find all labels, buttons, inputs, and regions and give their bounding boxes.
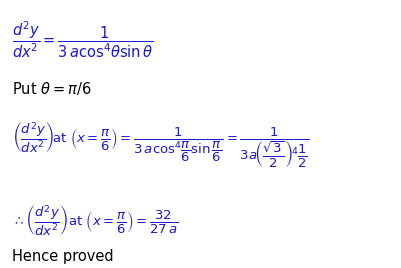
Text: Put $\theta = \pi/6$: Put $\theta = \pi/6$ (12, 80, 91, 97)
Text: $\left(\dfrac{d^2y}{dx^2}\right)\!$at $\left(x = \dfrac{\pi}{6}\right) = \dfrac{: $\left(\dfrac{d^2y}{dx^2}\right)\!$at $\… (12, 121, 309, 170)
Text: $\dfrac{d^2y}{dx^2} = \dfrac{1}{3\,a\cos^4\!\theta\sin\theta}$: $\dfrac{d^2y}{dx^2} = \dfrac{1}{3\,a\cos… (12, 19, 153, 60)
Text: $\therefore\left(\dfrac{d^2y}{dx^2}\right)$at $\left(x = \dfrac{\pi}{6}\right) =: $\therefore\left(\dfrac{d^2y}{dx^2}\righ… (12, 204, 178, 238)
Text: Hence proved: Hence proved (12, 249, 113, 264)
